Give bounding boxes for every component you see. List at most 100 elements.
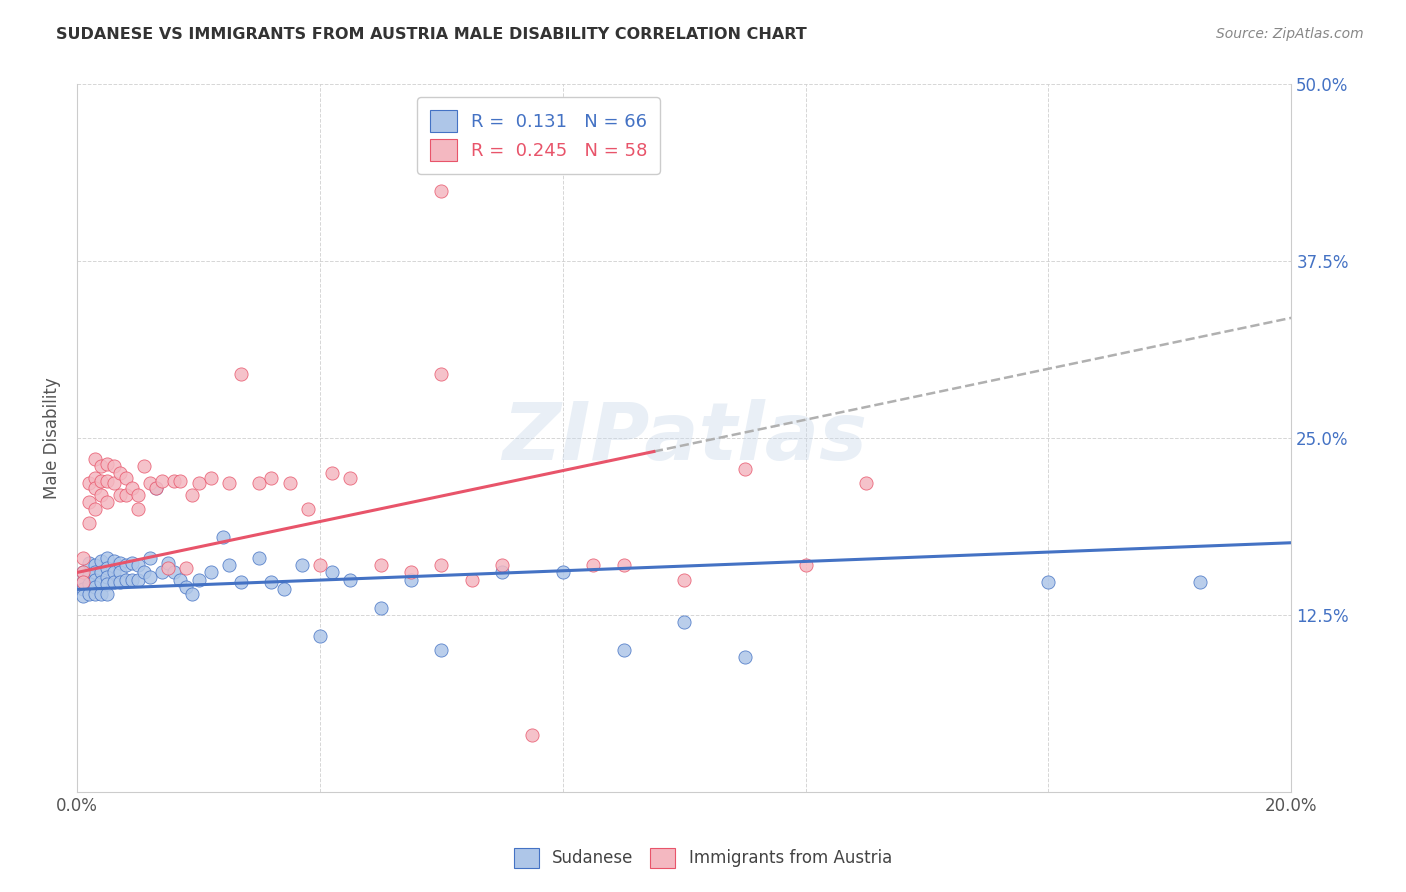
Point	[108, 575, 131, 590]
Point	[127, 488, 149, 502]
Point	[211, 530, 233, 544]
Point	[77, 516, 100, 530]
Point	[734, 650, 756, 665]
Point	[84, 558, 107, 573]
Point	[430, 368, 453, 382]
Point	[96, 561, 118, 575]
Point	[90, 459, 112, 474]
Point	[84, 452, 107, 467]
Point	[96, 494, 118, 508]
Point	[96, 576, 118, 591]
Point	[90, 488, 112, 502]
Legend: Sudanese, Immigrants from Austria: Sudanese, Immigrants from Austria	[508, 841, 898, 875]
Point	[103, 476, 125, 491]
Point	[278, 476, 301, 491]
Point	[430, 184, 453, 198]
Point	[176, 561, 198, 575]
Point	[229, 368, 252, 382]
Point	[370, 558, 392, 573]
Point	[72, 575, 94, 590]
Point	[145, 481, 167, 495]
Text: SUDANESE VS IMMIGRANTS FROM AUSTRIA MALE DISABILITY CORRELATION CHART: SUDANESE VS IMMIGRANTS FROM AUSTRIA MALE…	[56, 27, 807, 42]
Point	[200, 471, 222, 485]
Point	[163, 566, 186, 580]
Y-axis label: Male Disability: Male Disability	[44, 377, 60, 499]
Point	[103, 459, 125, 474]
Point	[84, 566, 107, 580]
Point	[181, 587, 204, 601]
Point	[187, 476, 209, 491]
Point	[114, 573, 136, 587]
Point	[169, 573, 191, 587]
Point	[321, 566, 343, 580]
Point	[309, 629, 332, 643]
Text: Source: ZipAtlas.com: Source: ZipAtlas.com	[1216, 27, 1364, 41]
Point	[132, 459, 155, 474]
Point	[121, 556, 143, 570]
Point	[273, 582, 295, 597]
Point	[157, 561, 180, 575]
Point	[370, 600, 392, 615]
Legend: R =  0.131   N = 66, R =  0.245   N = 58: R = 0.131 N = 66, R = 0.245 N = 58	[418, 97, 659, 174]
Point	[72, 590, 94, 604]
Point	[96, 551, 118, 566]
Point	[132, 566, 155, 580]
Point	[127, 558, 149, 573]
Point	[127, 501, 149, 516]
Point	[200, 566, 222, 580]
Point	[84, 471, 107, 485]
Point	[84, 501, 107, 516]
Point	[108, 467, 131, 481]
Point	[127, 573, 149, 587]
Point	[176, 580, 198, 594]
Point	[96, 587, 118, 601]
Point	[612, 558, 634, 573]
Point	[72, 566, 94, 580]
Point	[339, 573, 361, 587]
Point	[260, 575, 283, 590]
Point	[461, 573, 484, 587]
Point	[96, 457, 118, 471]
Point	[72, 575, 94, 590]
Point	[582, 558, 605, 573]
Text: ZIPatlas: ZIPatlas	[502, 399, 866, 477]
Point	[96, 570, 118, 584]
Point	[399, 566, 422, 580]
Point	[90, 554, 112, 568]
Point	[181, 488, 204, 502]
Point	[90, 566, 112, 580]
Point	[108, 566, 131, 580]
Point	[218, 558, 240, 573]
Point	[855, 476, 877, 491]
Point	[321, 467, 343, 481]
Point	[72, 551, 94, 566]
Point	[229, 575, 252, 590]
Point	[491, 566, 513, 580]
Point	[77, 476, 100, 491]
Point	[673, 573, 696, 587]
Point	[169, 474, 191, 488]
Point	[114, 488, 136, 502]
Point	[90, 474, 112, 488]
Point	[121, 481, 143, 495]
Point	[1038, 575, 1060, 590]
Point	[90, 587, 112, 601]
Point	[430, 643, 453, 657]
Point	[77, 587, 100, 601]
Point	[291, 558, 314, 573]
Point	[399, 573, 422, 587]
Point	[163, 474, 186, 488]
Point	[309, 558, 332, 573]
Point	[121, 573, 143, 587]
Point	[247, 551, 270, 566]
Point	[139, 570, 162, 584]
Point	[522, 728, 544, 742]
Point	[551, 566, 574, 580]
Point	[72, 566, 94, 580]
Point	[72, 582, 94, 597]
Point	[108, 488, 131, 502]
Point	[612, 643, 634, 657]
Point	[218, 476, 240, 491]
Point	[103, 575, 125, 590]
Point	[90, 575, 112, 590]
